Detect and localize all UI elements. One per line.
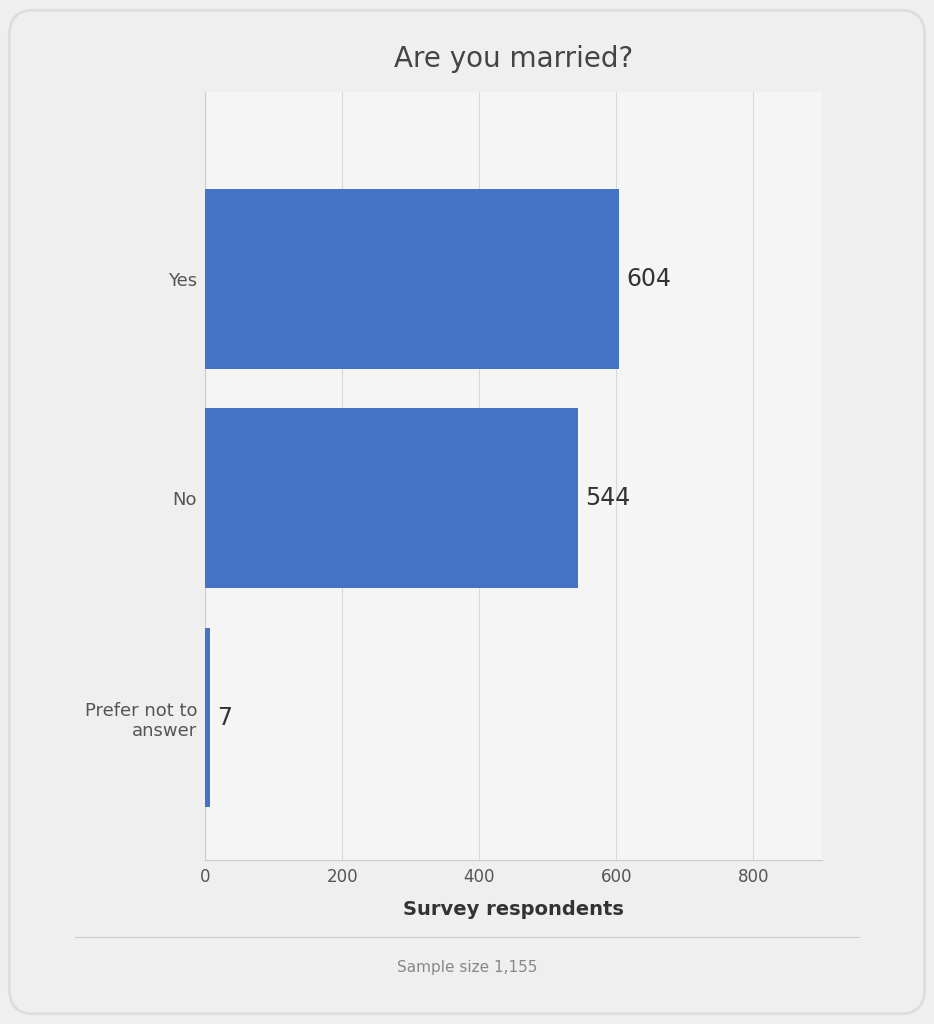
Title: Are you married?: Are you married? xyxy=(394,45,633,73)
Bar xyxy=(205,409,578,588)
Text: Sample size 1,155: Sample size 1,155 xyxy=(397,961,537,975)
Text: 7: 7 xyxy=(217,706,233,729)
Bar xyxy=(205,188,619,369)
Text: 544: 544 xyxy=(585,486,630,510)
Bar xyxy=(205,628,210,808)
Text: 604: 604 xyxy=(626,266,671,291)
X-axis label: Survey respondents: Survey respondents xyxy=(403,900,624,920)
